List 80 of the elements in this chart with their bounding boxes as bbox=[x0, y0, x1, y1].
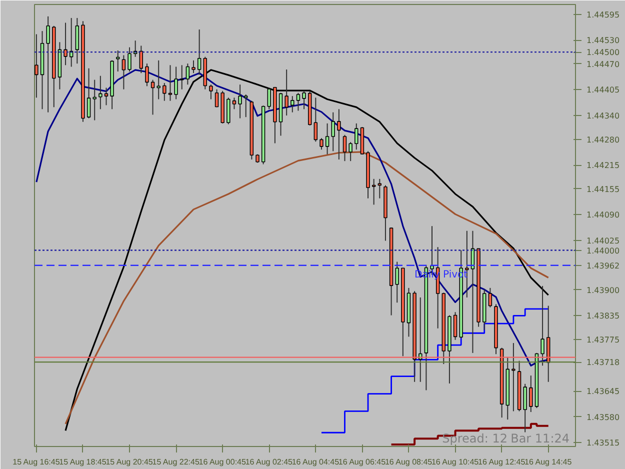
candlestick bbox=[186, 63, 190, 86]
candlestick bbox=[104, 87, 108, 106]
y-tick-label: 1.43645 bbox=[586, 387, 620, 396]
y-tick-label: 1.44155 bbox=[586, 184, 620, 194]
x-tick-label: 16 Aug 06:45 bbox=[338, 458, 386, 466]
x-tick-label: 16 Aug 02:45 bbox=[245, 458, 294, 466]
ref-line-label: 1.44000 bbox=[586, 246, 620, 256]
candlestick bbox=[145, 63, 149, 87]
y-tick-label: 1.43775 bbox=[586, 335, 620, 344]
y-tick-label: 1.44470 bbox=[586, 60, 620, 69]
y-tick-label: 1.43580 bbox=[586, 412, 620, 422]
annotation: Bar 11:24 bbox=[510, 432, 570, 446]
y-tick-label: 1.43900 bbox=[586, 286, 620, 295]
y-tick-label: 1.44025 bbox=[586, 236, 620, 246]
candlestick bbox=[320, 138, 324, 150]
candlestick bbox=[337, 108, 341, 160]
candlestick bbox=[342, 134, 347, 162]
x-tick-label: 16 Aug 04:45 bbox=[292, 458, 340, 466]
y-tick-label: 1.44595 bbox=[586, 10, 620, 20]
x-tick-label: 16 Aug 12:45 bbox=[478, 458, 526, 466]
candlestick bbox=[197, 28, 202, 76]
x-tick-label: 16 Aug 14:45 bbox=[524, 458, 572, 466]
candlestick bbox=[302, 90, 306, 110]
x-tick-label: 15 Aug 20:45 bbox=[106, 458, 154, 466]
candlestick bbox=[325, 122, 330, 155]
y-tick-label: 1.44340 bbox=[586, 111, 620, 120]
candlestick bbox=[267, 87, 271, 110]
candlestick bbox=[296, 92, 300, 112]
candlestick bbox=[523, 383, 527, 433]
candlestick bbox=[192, 60, 196, 74]
y-tick-label: 1.44405 bbox=[586, 86, 620, 95]
candlestick bbox=[372, 178, 376, 206]
candlestick bbox=[540, 285, 544, 366]
candlestick bbox=[162, 82, 166, 102]
x-tick-label: 16 Aug 08:45 bbox=[384, 458, 433, 466]
candlestick bbox=[395, 261, 399, 304]
candlestick bbox=[512, 342, 516, 412]
candlestick bbox=[174, 66, 178, 100]
candlestick bbox=[314, 97, 318, 142]
candlestick bbox=[209, 84, 213, 100]
candlestick bbox=[139, 45, 144, 74]
y-tick-label: 1.44090 bbox=[586, 210, 620, 220]
ref-line-label: 1.44500 bbox=[586, 48, 620, 58]
ref-line-label: 1.43718 bbox=[586, 358, 620, 368]
x-tick-label: 16 Aug 10:45 bbox=[431, 458, 480, 466]
candlestick bbox=[64, 22, 68, 66]
x-tick-label: 15 Aug 22:45 bbox=[152, 458, 200, 466]
candlestick bbox=[232, 97, 236, 110]
candlestick bbox=[86, 68, 91, 119]
y-tick-label: 1.44530 bbox=[586, 36, 620, 46]
y-tick-label: 1.44280 bbox=[586, 135, 620, 144]
candlestick bbox=[156, 60, 160, 100]
candlestick bbox=[98, 75, 102, 110]
candlestick bbox=[354, 122, 358, 150]
candlestick bbox=[214, 88, 219, 108]
candlestick bbox=[34, 34, 38, 98]
candlestick bbox=[290, 96, 294, 113]
candlestick bbox=[348, 142, 352, 162]
candlestick bbox=[238, 84, 242, 119]
x-tick-label: 15 Aug 18:45 bbox=[59, 458, 107, 466]
annotation: Spread: 12 bbox=[442, 432, 508, 446]
candlestick bbox=[128, 46, 132, 72]
candlestick bbox=[75, 17, 80, 64]
y-tick-label: 1.43835 bbox=[586, 312, 620, 321]
x-tick-label: 16 Aug 00:45 bbox=[198, 458, 246, 466]
candlestick bbox=[529, 375, 533, 413]
candlestick bbox=[488, 287, 492, 308]
candlestick bbox=[46, 16, 50, 113]
candlestick bbox=[244, 94, 248, 118]
candlestick bbox=[122, 54, 126, 90]
ref-line-label: 1.43962 bbox=[586, 261, 620, 270]
x-tick-label: 15 Aug 16:45 bbox=[12, 458, 60, 466]
y-tick-label: 1.43515 bbox=[586, 438, 620, 448]
candlestick bbox=[226, 97, 230, 125]
candlestick bbox=[180, 64, 184, 90]
candlestick bbox=[150, 79, 155, 116]
candlestick bbox=[453, 312, 458, 340]
y-tick-label: 1.44215 bbox=[586, 161, 620, 170]
candlestick bbox=[168, 64, 172, 102]
candlestick bbox=[331, 112, 335, 152]
